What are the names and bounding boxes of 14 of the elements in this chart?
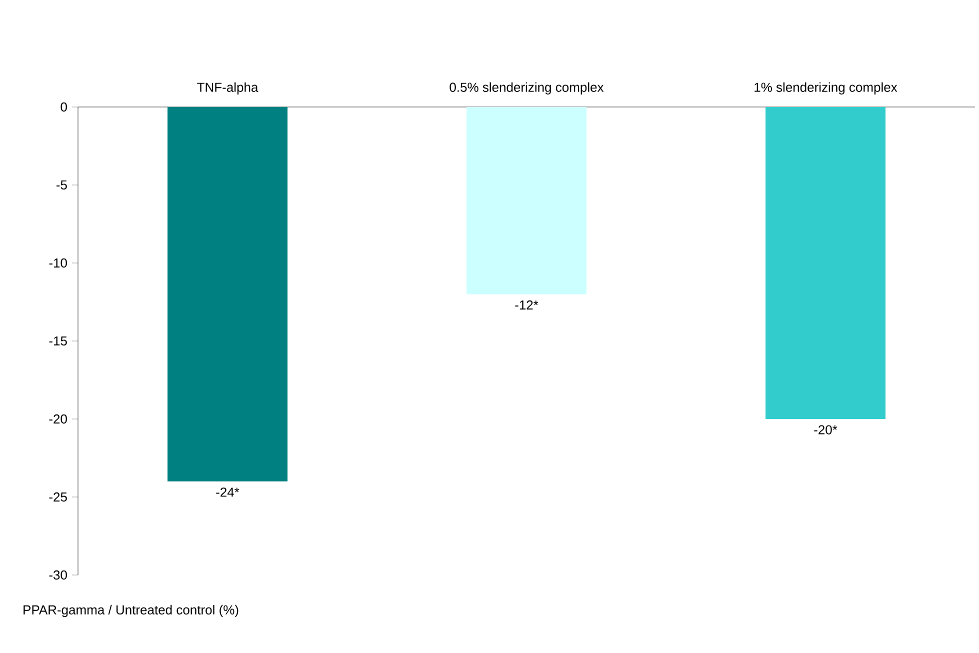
x-tick-label: 1% slenderizing complex bbox=[754, 82, 898, 94]
y-tick-label: -25 bbox=[49, 492, 67, 502]
y-tick-label: -15 bbox=[49, 336, 67, 346]
y-tick-label: -10 bbox=[49, 258, 67, 268]
data-label: -12* bbox=[515, 300, 538, 310]
data-label: -20* bbox=[814, 425, 838, 434]
y-tick-label: 0 bbox=[60, 102, 67, 112]
data-label: -24* bbox=[216, 488, 240, 497]
y-tick-label: -20 bbox=[49, 414, 67, 424]
y-tick-label: -5 bbox=[56, 180, 67, 190]
x-tick-label: TNF-alpha bbox=[197, 82, 258, 94]
x-tick-label: 0.5% slenderizing complex bbox=[450, 82, 604, 94]
y-axis-title: PPAR-gamma / Untreated control (%) bbox=[24, 604, 238, 618]
y-tick-label: -30 bbox=[49, 570, 67, 580]
